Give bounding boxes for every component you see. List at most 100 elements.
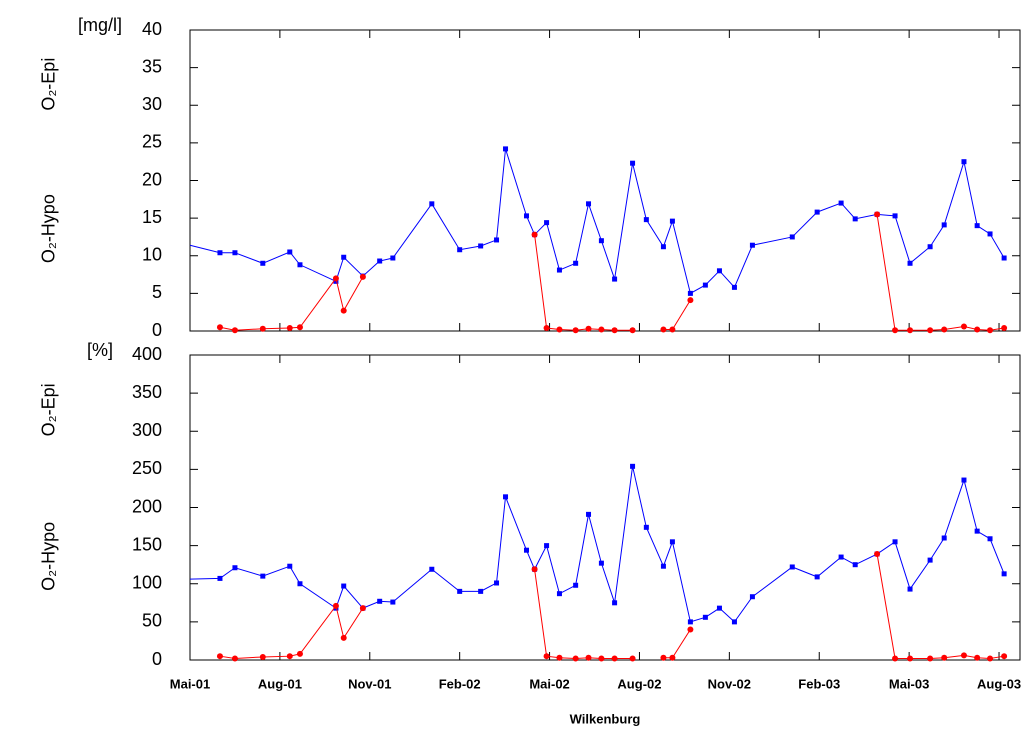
marker: [544, 543, 550, 549]
marker: [572, 327, 579, 334]
marker: [585, 654, 592, 661]
marker: [630, 160, 636, 166]
marker: [297, 581, 303, 587]
marker: [573, 582, 579, 588]
marker: [341, 583, 347, 589]
marker: [669, 218, 675, 224]
marker: [660, 654, 667, 661]
marker: [231, 327, 238, 334]
marker: [611, 327, 618, 334]
y-tick-label: 150: [132, 534, 162, 554]
y-tick-label: 200: [132, 496, 162, 516]
y-tick-label: 50: [142, 611, 162, 631]
marker: [286, 653, 293, 660]
marker: [544, 220, 550, 226]
marker: [556, 267, 562, 273]
marker: [260, 260, 266, 266]
y-tick-label: 400: [132, 344, 162, 364]
y-tick-label: 30: [142, 94, 162, 114]
marker: [687, 297, 694, 304]
marker: [259, 653, 266, 660]
marker: [556, 326, 563, 333]
marker: [612, 276, 618, 282]
marker: [586, 511, 592, 517]
marker: [941, 326, 948, 333]
series-label: O₂-Epi: [39, 383, 59, 436]
marker: [941, 654, 948, 661]
marker: [296, 324, 303, 331]
marker: [874, 211, 881, 218]
marker: [556, 654, 563, 661]
marker: [660, 326, 667, 333]
marker: [573, 260, 579, 266]
marker: [927, 327, 934, 334]
marker: [598, 326, 605, 333]
marker: [359, 605, 366, 612]
marker: [749, 594, 755, 600]
y-tick-label: 40: [142, 19, 162, 39]
marker: [340, 634, 347, 641]
y-tick-label: 15: [142, 207, 162, 227]
marker: [961, 477, 967, 483]
x-tick-label: Feb-03: [798, 676, 840, 691]
marker: [974, 223, 980, 229]
marker: [669, 539, 675, 545]
marker: [669, 654, 676, 661]
y-tick-label: 0: [152, 320, 162, 340]
marker: [927, 557, 933, 563]
marker: [531, 231, 538, 238]
marker: [643, 217, 649, 223]
x-tick-label: Aug-03: [977, 676, 1021, 691]
marker: [814, 574, 820, 580]
marker: [687, 290, 693, 296]
marker: [478, 243, 484, 249]
marker: [702, 614, 708, 620]
y-axis-label: [%]: [87, 340, 113, 360]
marker: [503, 146, 509, 152]
x-tick-label: Mai-01: [170, 676, 210, 691]
marker: [297, 262, 303, 268]
marker: [296, 650, 303, 657]
marker: [838, 554, 844, 560]
marker: [749, 242, 755, 248]
marker: [390, 255, 396, 261]
marker: [232, 565, 238, 571]
marker: [612, 600, 618, 606]
marker: [731, 284, 737, 290]
marker: [660, 563, 666, 569]
marker: [217, 575, 223, 581]
marker: [286, 324, 293, 331]
y-tick-label: 5: [152, 282, 162, 302]
marker: [523, 547, 529, 553]
marker: [814, 209, 820, 215]
marker: [987, 327, 994, 334]
marker: [960, 323, 967, 330]
marker: [377, 598, 383, 604]
marker: [503, 494, 509, 500]
marker: [287, 563, 293, 569]
y-axis-label: [mg/l]: [78, 15, 122, 35]
marker: [974, 326, 981, 333]
series-line: [189, 466, 1005, 623]
series-label: O₂-Hypo: [39, 522, 59, 591]
plot-frame: [189, 29, 1021, 332]
series-line: [189, 148, 1005, 295]
marker: [390, 599, 396, 605]
y-tick-label: 350: [132, 382, 162, 402]
x-tick-label: Feb-02: [439, 676, 481, 691]
marker: [598, 238, 604, 244]
marker: [359, 273, 366, 280]
plot-frame: [189, 354, 1021, 661]
marker: [1001, 571, 1007, 577]
marker: [838, 200, 844, 206]
marker: [629, 655, 636, 662]
marker: [669, 326, 676, 333]
marker: [585, 325, 592, 332]
x-tick-label: Aug-01: [258, 676, 302, 691]
marker: [287, 249, 293, 255]
y-tick-label: 35: [142, 56, 162, 76]
marker: [731, 619, 737, 625]
marker: [333, 278, 339, 284]
marker: [643, 524, 649, 530]
marker: [961, 159, 967, 165]
